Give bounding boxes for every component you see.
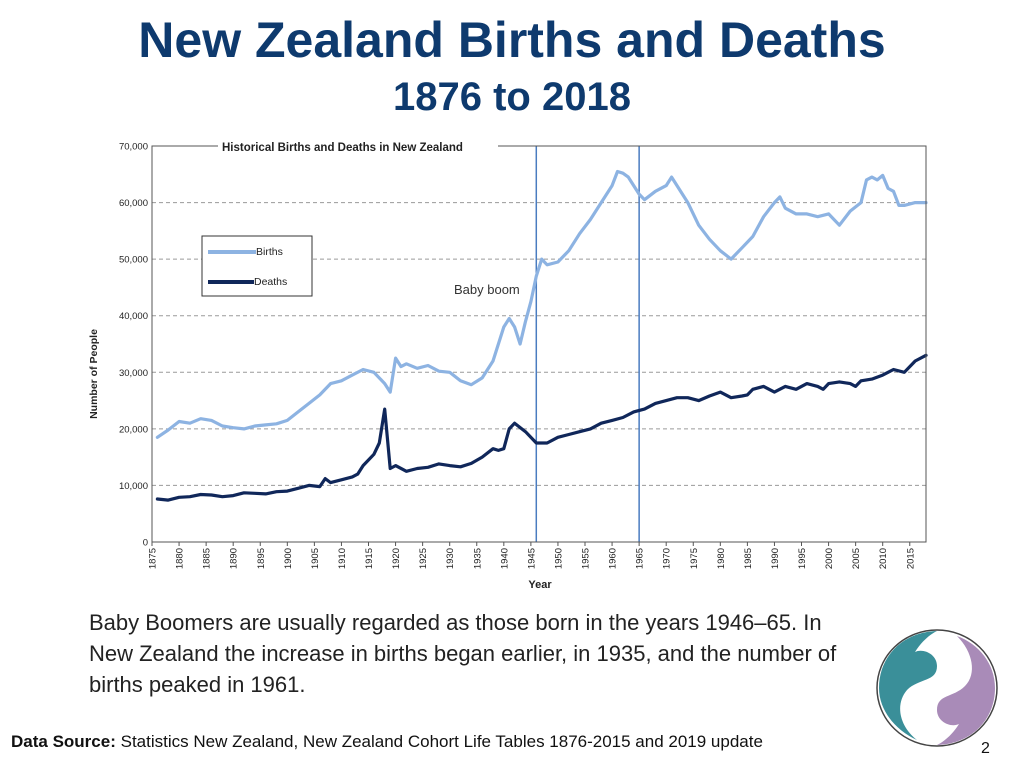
x-tick-label: 1895 <box>256 548 267 569</box>
x-tick-label: 1900 <box>283 548 294 569</box>
x-tick-label: 1940 <box>499 548 510 569</box>
x-tick-label: 1915 <box>364 548 375 569</box>
y-tick-label: 50,000 <box>119 255 148 266</box>
x-tick-label: 1925 <box>418 548 429 569</box>
page-number: 2 <box>981 740 990 757</box>
x-tick-label: 1890 <box>229 548 240 569</box>
births-series-line <box>155 169 928 439</box>
y-tick-label: 40,000 <box>119 311 148 322</box>
body-text: Baby Boomers are usually regarded as tho… <box>89 610 837 697</box>
logo-purple-shape <box>937 636 995 745</box>
y-tick-label: 0 <box>143 538 148 549</box>
births-deaths-chart: 0 10,000 20,000 30,000 40,000 50,000 60,000 70,… <box>88 138 928 591</box>
x-tick-label: 1990 <box>770 548 781 569</box>
x-tick-label: 1935 <box>472 548 483 569</box>
y-axis-title: Number of People <box>88 329 100 419</box>
x-tick-label: 1950 <box>553 548 564 569</box>
x-tick-label: 1885 <box>202 548 213 569</box>
y-tick-label: 20,000 <box>119 424 148 435</box>
legend-deaths-label: Deaths <box>254 276 287 288</box>
data-source-text: Statistics New Zealand, New Zealand Coho… <box>120 732 763 751</box>
slide-title: New Zealand Births and Deaths <box>138 12 886 68</box>
x-tick-label: 1980 <box>716 548 727 569</box>
x-axis-title: Year <box>528 579 552 591</box>
x-tick-label: 1910 <box>337 548 348 569</box>
x-tick-label: 2010 <box>878 548 889 569</box>
y-tick-label: 70,000 <box>119 142 148 153</box>
baby-boom-annotation: Baby boom <box>454 282 520 297</box>
logo-emblem <box>876 629 998 747</box>
x-tick-label: 2005 <box>851 548 862 569</box>
chart-title: Historical Births and Deaths in New Zeal… <box>222 142 463 154</box>
y-tick-label: 10,000 <box>119 481 148 492</box>
data-source-footer: Data Source: Statistics New Zealand, New… <box>11 732 763 752</box>
y-tick-label: 60,000 <box>119 198 148 209</box>
plot-frame <box>151 145 927 543</box>
x-tick-label: 2015 <box>905 548 916 569</box>
logo-teal-shape <box>879 631 937 740</box>
legend-box <box>201 235 313 297</box>
x-tick-label: 1945 <box>526 548 537 569</box>
x-tick-label: 1930 <box>445 548 456 569</box>
x-tick-label: 1985 <box>743 548 754 569</box>
legend-births-label: Births <box>256 246 283 258</box>
x-tick-label: 1905 <box>310 548 321 569</box>
x-tick-label: 1975 <box>689 548 700 569</box>
chart-title-background <box>218 138 498 155</box>
y-tick-label: 30,000 <box>119 368 148 379</box>
x-tick-label: 1995 <box>797 548 808 569</box>
x-tick-label: 1920 <box>391 548 402 569</box>
x-tick-label: 1955 <box>581 548 592 569</box>
chart-legend: Births Deaths <box>201 235 313 297</box>
x-tick-label: 1960 <box>608 548 619 569</box>
x-tick-label: 1970 <box>662 548 673 569</box>
x-tick-label: 1965 <box>635 548 646 569</box>
data-source-label: Data Source: <box>11 732 116 751</box>
x-tick-label: 2000 <box>824 548 835 569</box>
x-tick-label: 1880 <box>175 548 186 569</box>
slide-subtitle: 1876 to 2018 <box>393 75 631 119</box>
deaths-series-line <box>155 353 928 502</box>
x-tick-label: 1875 <box>148 548 159 569</box>
